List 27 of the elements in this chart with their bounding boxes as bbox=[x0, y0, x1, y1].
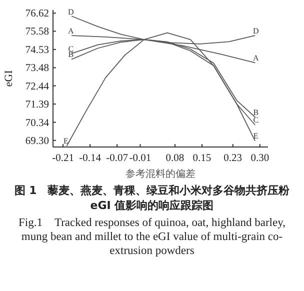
y-tick-label: 73.48 bbox=[25, 63, 49, 74]
text: E bbox=[63, 136, 68, 146]
x-tick-label: -0.14 bbox=[79, 153, 102, 164]
x-tick-label: 0.15 bbox=[192, 153, 212, 164]
y-tick-label: 69.30 bbox=[25, 136, 49, 147]
y-tick-label: 75.58 bbox=[25, 26, 49, 38]
series-label: D bbox=[252, 26, 259, 36]
caption: Fig.1 Tracked responses of quinoa, oat, highland barley, mung bean and millet to the eGI value of multi-grain co-extrusion powders bbox=[18, 216, 286, 258]
y-tick-label: 72.44 bbox=[25, 81, 50, 92]
x-tick-label: 0.30 bbox=[250, 153, 270, 164]
series-label: E bbox=[253, 132, 258, 141]
x-tick-label: -0.21 bbox=[52, 153, 74, 164]
x-tick-label: 0.08 bbox=[166, 153, 184, 164]
text: D bbox=[68, 7, 74, 16]
text: C bbox=[253, 116, 259, 125]
text: B bbox=[253, 108, 259, 117]
text: A bbox=[252, 54, 259, 63]
y-tick-label: 74.53 bbox=[25, 44, 49, 56]
x-tick-label: -0.07 bbox=[106, 153, 128, 164]
y-tick-label: 71.39 bbox=[25, 100, 49, 111]
y-tick-label: 76.62 bbox=[25, 8, 49, 20]
x-tick-label: 0.23 bbox=[224, 153, 242, 164]
x-tick-label: -0.01 bbox=[129, 153, 152, 164]
y-axis-title: eGI bbox=[3, 70, 15, 87]
y-tick-label: 70.34 bbox=[25, 118, 50, 129]
series-label: A bbox=[68, 26, 74, 36]
caption: 图 1 藜麦、燕麦、青稞、绿豆和小米对多谷物共挤压粉 eGI 值影响的响应跟踪图 bbox=[13, 183, 291, 213]
